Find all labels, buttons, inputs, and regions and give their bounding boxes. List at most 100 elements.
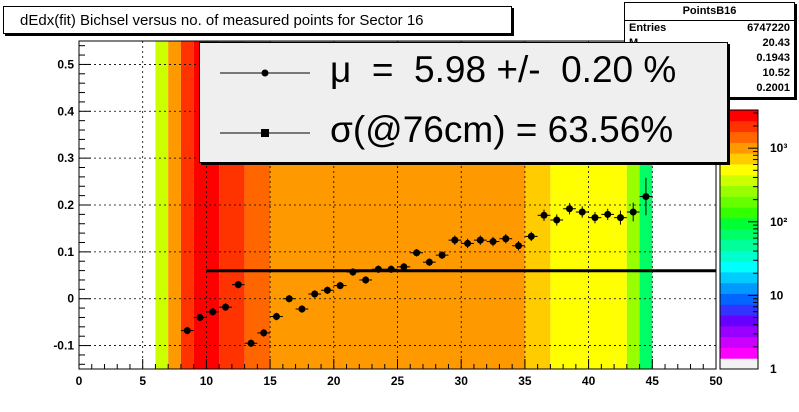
x-tick-label: 10 [200,374,214,388]
point-marker [349,268,357,276]
x-axis: 0 5 10 15 20 25 30 35 40 45 50 [76,359,723,388]
data-point [308,290,322,298]
data-point [180,326,194,335]
data-point [435,251,449,259]
colorbar-cell [720,217,758,230]
data-point [422,258,436,266]
fit-sigma-text: σ(@76cm) = 63.56% [330,109,674,150]
point-marker [616,214,624,222]
colorbar-cell [720,153,758,165]
y-tick-label: -0.1 [53,339,74,353]
colorbar-cell [720,174,758,187]
data-point [473,235,487,245]
point-marker [438,251,446,259]
x-tick-label: 20 [327,374,341,388]
data-point [512,241,525,251]
data-point [244,339,258,347]
data-point [384,265,398,273]
fit-legend-markers [220,69,310,137]
colorbar-cell [720,239,758,251]
data-point [537,209,551,221]
colorbar-cell [720,250,758,262]
data-point [601,208,615,220]
x-tick-label: 15 [263,374,277,388]
stats-row: 10.52 [625,66,794,81]
point-marker [451,236,459,244]
point-marker [565,205,573,213]
y-tick-label: 0 [67,292,74,306]
point-marker [183,327,191,335]
fit-mu-text: μ = 5.98 +/- 0.20 % [330,49,677,90]
point-marker [260,329,268,337]
point-marker [629,208,637,216]
y-tick-label: 0.4 [57,104,74,118]
data-point [563,203,576,215]
colorbar-cell [720,293,758,305]
data-point [372,265,385,273]
stats-name: PointsB16 [625,3,794,21]
y-tick-label: 0.3 [57,151,74,165]
point-marker [527,232,535,240]
stats-value: 10.52 [762,67,790,79]
colorbar-cell [720,347,758,359]
point-marker [540,211,548,219]
point-marker [464,239,472,247]
legend-sigma-marker [261,129,269,137]
point-marker [298,305,306,313]
x-tick-label: 50 [709,374,723,388]
heatmap-column [180,41,194,369]
stats-row: Entries 6747220 [625,21,794,36]
stats-value: 6747220 [747,22,790,34]
stats-row: 0.1943 [625,51,794,66]
point-marker [553,216,561,224]
point-marker [489,238,497,246]
data-point [359,276,373,284]
data-point [282,294,296,303]
colorbar-cell [720,358,758,370]
colorbar-cell [720,315,758,327]
colorbar-cell [720,142,758,154]
colorbar-cell [720,163,758,176]
point-marker [272,313,280,321]
point-marker [362,276,370,284]
colorbar-cell [720,131,758,143]
data-point [550,214,564,226]
colorbar-cell [720,282,758,294]
data-point [639,177,653,216]
data-point [524,231,538,242]
data-point [257,329,271,337]
data-point [333,281,347,290]
point-marker [425,258,433,266]
y-axis: -0.1 0 0.1 0.2 0.3 0.4 0.5 [53,45,91,365]
stats-value: 0.2001 [756,82,790,94]
point-marker [222,303,230,311]
point-marker [285,295,293,303]
stats-value: 0.1943 [756,52,790,64]
data-point [206,308,220,316]
point-marker [578,208,586,216]
data-point [461,238,474,249]
colorbar-cell [720,304,758,316]
colorbar-tick-label: 1 [770,362,777,376]
colorbar-cell [720,185,758,197]
data-point [193,313,207,322]
data-point [614,210,627,225]
point-marker [604,210,612,218]
stats-row: 0.2001 [625,81,794,96]
stats-label: Entries [629,22,667,34]
x-tick-label: 40 [582,374,596,388]
data-point [321,286,334,295]
x-tick-label: 35 [518,374,532,388]
point-marker [311,290,319,298]
point-marker [642,193,650,201]
colorbar-cell [720,207,758,219]
colorbar-cell [720,325,758,338]
point-marker [196,313,204,321]
legend-mu-marker [261,69,269,77]
point-marker [591,214,599,222]
point-marker [323,286,331,294]
data-point [410,249,423,257]
data-point [219,303,232,311]
data-point [588,212,602,224]
data-point [231,280,245,289]
